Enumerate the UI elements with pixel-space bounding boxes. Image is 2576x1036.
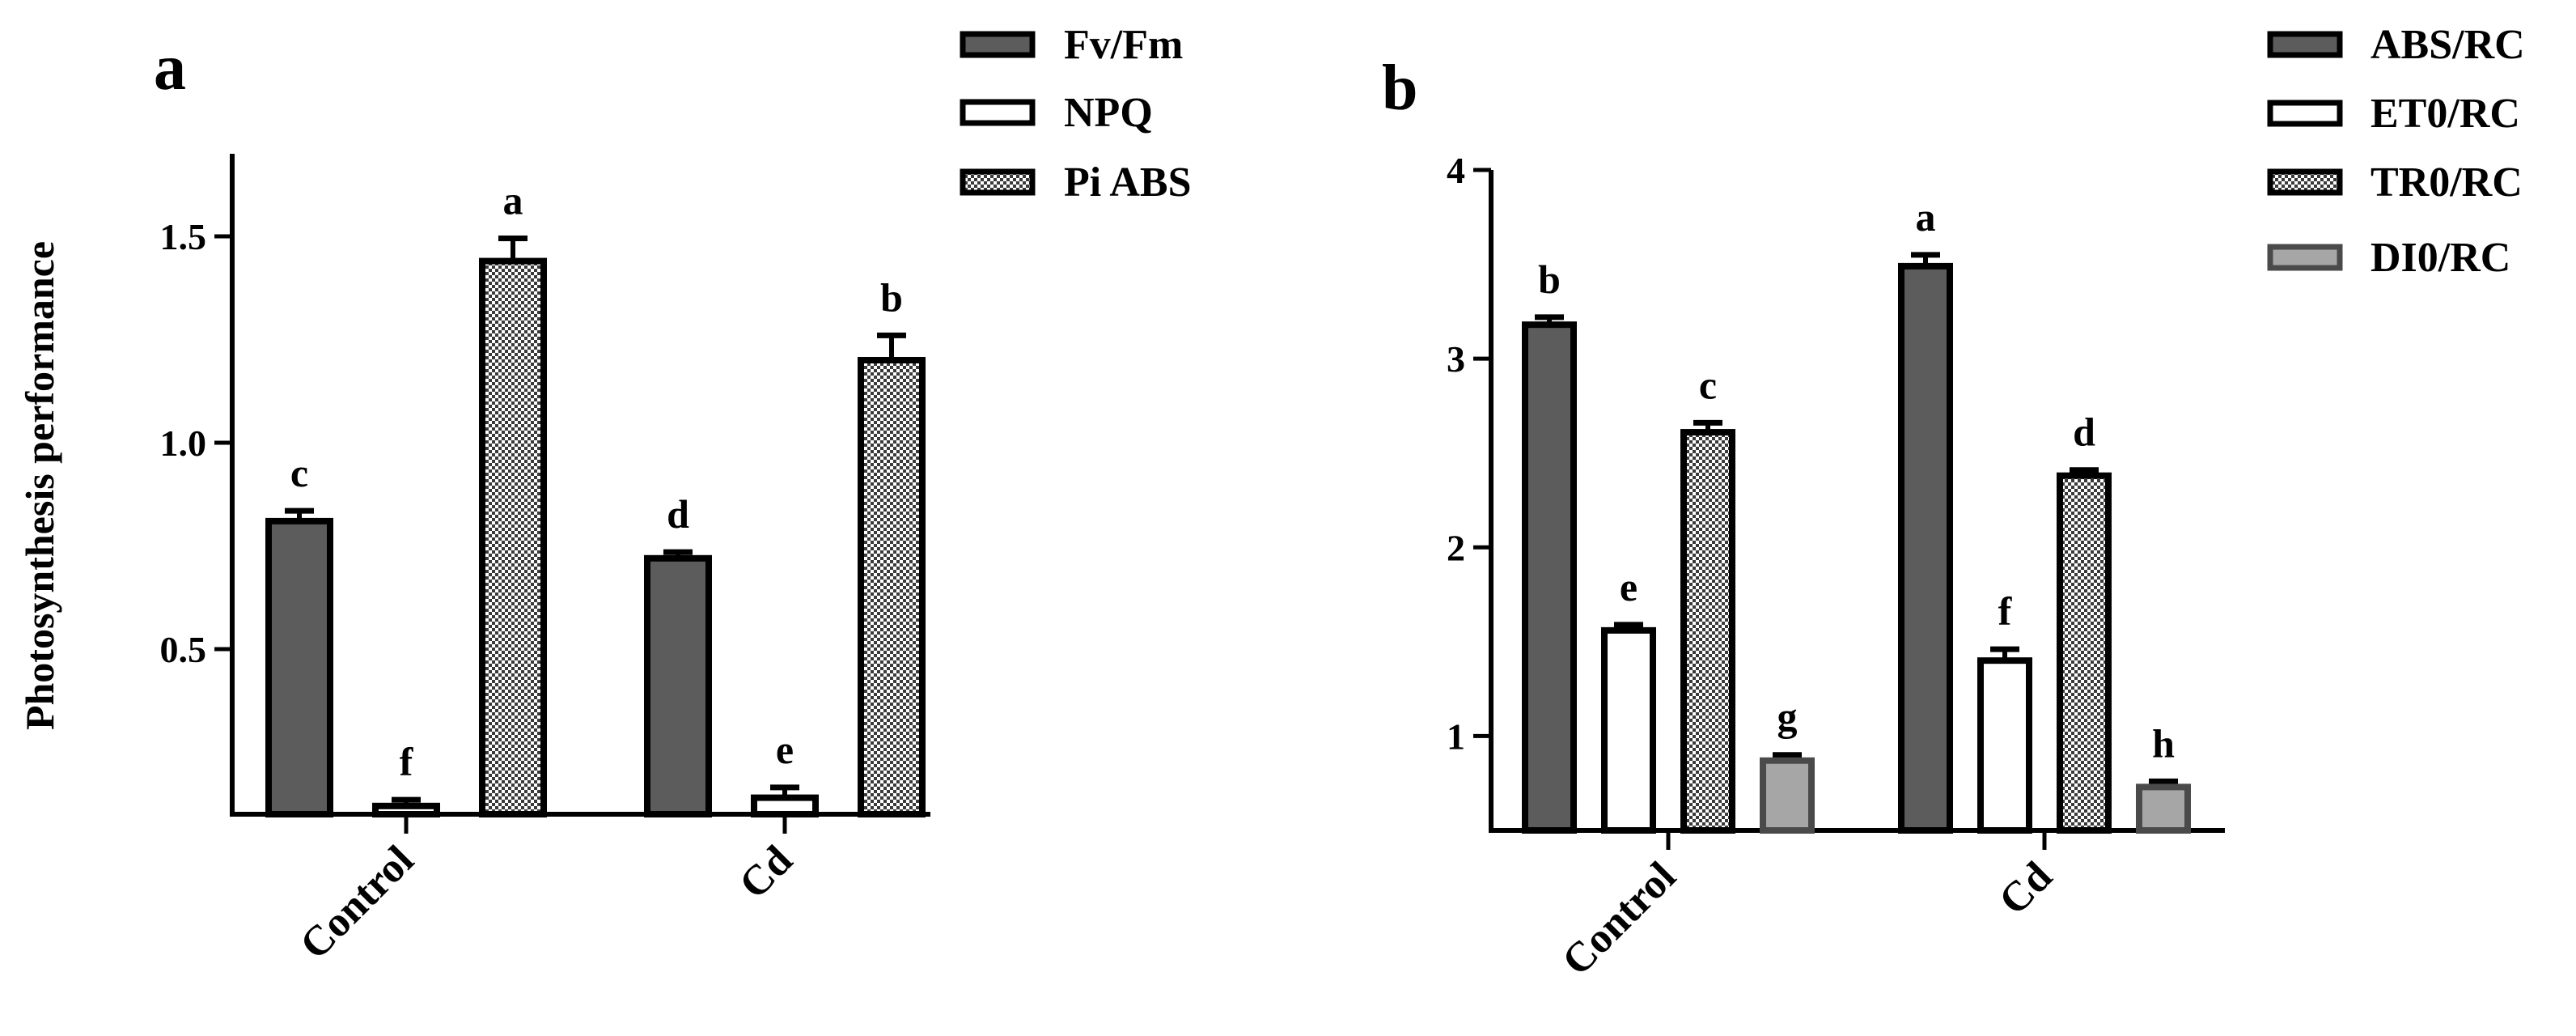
- y-tick-label: 2: [1447, 527, 1465, 568]
- legend-label: DI0/RC: [2371, 235, 2510, 281]
- legend-label: TR0/RC: [2371, 159, 2523, 206]
- legend-swatch: [960, 99, 1036, 126]
- y-axis-label: Photosynthesis performance: [17, 241, 62, 730]
- significance-letter: c: [1699, 362, 1717, 407]
- legend-label: ABS/RC: [2371, 22, 2525, 68]
- legend-swatch: [960, 168, 1036, 196]
- y-tick-label: 0.5: [160, 629, 207, 670]
- legend-label: ET0/RC: [2371, 91, 2520, 137]
- bar-pi-abs-control: [479, 257, 547, 818]
- significance-letter: d: [2073, 410, 2095, 455]
- significance-letter: f: [400, 739, 414, 784]
- bar-di0-rc-cd: [2136, 783, 2191, 834]
- y-tick-label: 3: [1447, 338, 1465, 380]
- y-tick-label: 1.5: [160, 216, 207, 257]
- significance-letter: b: [880, 274, 903, 320]
- y-tick-label: 1.0: [160, 422, 207, 464]
- legend-swatch: [960, 31, 1036, 58]
- x-tick-label: Cd: [1990, 853, 2061, 923]
- significance-letter: g: [1777, 694, 1798, 740]
- bar-npq-control: [372, 802, 440, 817]
- bar-et0-rc-cd: [1977, 657, 2032, 834]
- legend-label: Pi ABS: [1064, 159, 1192, 206]
- significance-letter: f: [1998, 588, 2013, 634]
- significance-letter: e: [776, 727, 794, 772]
- bar-fv-fm-control: [265, 517, 333, 818]
- significance-letter: h: [2152, 720, 2175, 766]
- bar-tr0-rc-cd: [2057, 472, 2112, 834]
- legend-label: NPQ: [1064, 90, 1153, 136]
- bar-di0-rc-control: [1760, 757, 1815, 834]
- significance-letter: c: [290, 450, 308, 495]
- significance-letter: b: [1538, 257, 1561, 302]
- bar-et0-rc-control: [1601, 626, 1656, 834]
- x-tick-label: Control: [291, 837, 422, 968]
- y-tick-label: 4: [1447, 150, 1465, 191]
- x-tick-label: Control: [1553, 853, 1684, 984]
- bar-abs-rc-control: [1522, 321, 1577, 834]
- panel-label: b: [1382, 53, 1418, 124]
- x-tick-label: Cd: [731, 837, 801, 907]
- bar-tr0-rc-control: [1680, 429, 1735, 834]
- bar-fv-fm-cd: [644, 554, 712, 817]
- panel-label: a: [154, 32, 186, 104]
- y-tick-label: 1: [1447, 715, 1465, 757]
- legend-label: Fv/Fm: [1064, 22, 1183, 68]
- legend-swatch: [2267, 244, 2343, 271]
- legend-swatch: [2267, 31, 2343, 58]
- bar-pi-abs-cd: [858, 357, 926, 817]
- significance-letter: e: [1620, 564, 1638, 609]
- bar-abs-rc-cd: [1898, 262, 1953, 834]
- bar-npq-cd: [751, 794, 819, 817]
- significance-letter: a: [503, 178, 523, 223]
- legend-swatch: [2267, 168, 2343, 196]
- legend-swatch: [2267, 100, 2343, 127]
- significance-letter: a: [1916, 194, 1936, 240]
- significance-letter: d: [667, 491, 689, 537]
